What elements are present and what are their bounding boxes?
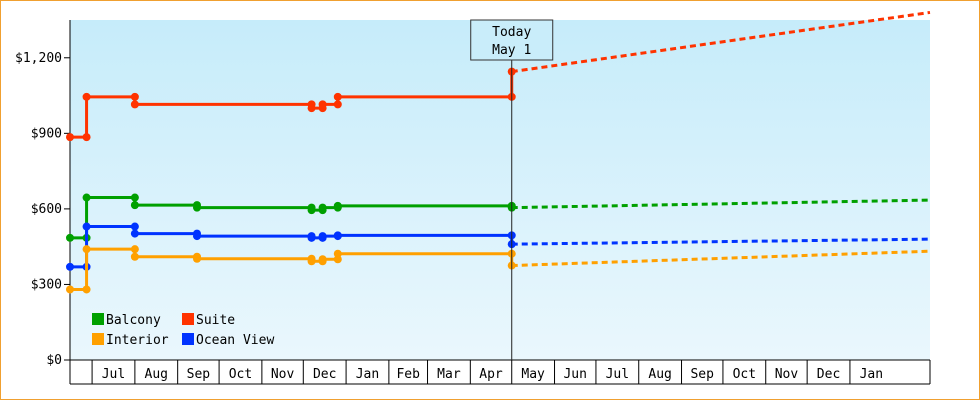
x-tick-label: Oct (229, 367, 252, 382)
today-marker: Today May 1 (470, 19, 554, 360)
series-interior-point (307, 257, 316, 266)
x-tick-label: Nov (271, 367, 295, 382)
series-ocean-view-point (130, 222, 139, 231)
series-suite-point (333, 92, 342, 101)
x-tick-label: Apr (479, 367, 503, 382)
x-tick-label: Mar (437, 367, 461, 382)
series-interior-point (130, 252, 139, 261)
legend: Balcony Suite Interior Ocean View (92, 313, 274, 348)
x-tick-label: Jun (563, 367, 586, 382)
x-tick-label: Aug (145, 367, 168, 382)
series-balcony-point (130, 201, 139, 210)
x-tick-label: Dec (313, 367, 336, 382)
series-suite-point (333, 100, 342, 109)
y-tick-label: $300 (31, 277, 62, 292)
x-tick-label: Jan (860, 367, 883, 382)
series-suite-point (82, 92, 91, 101)
series-balcony-point (333, 201, 342, 210)
series-ocean-view-point (307, 233, 316, 242)
series-suite-point (318, 100, 327, 109)
series-balcony-point (318, 203, 327, 212)
series-interior-point (82, 245, 91, 254)
legend-label-interior: Interior (106, 333, 169, 348)
series-interior-point (130, 245, 139, 254)
series-suite-point (66, 133, 74, 142)
axes: $0 $300 $600 $900 $1,200 Jul Aug Sep Oct Nov Dec Ja… (15, 20, 931, 385)
legend-label-suite: Suite (196, 313, 235, 328)
series-interior-point (333, 255, 342, 264)
series-interior-point (318, 255, 327, 264)
x-tick-label: Dec (817, 367, 840, 382)
y-tick-label: $900 (31, 126, 62, 141)
legend-swatch-ocean-view (182, 333, 194, 345)
x-tick-label: May (521, 367, 545, 382)
series-balcony-point (307, 206, 316, 215)
legend-swatch-interior (92, 333, 104, 345)
legend-label-ocean-view: Ocean View (196, 333, 274, 348)
x-tick-label: Sep (187, 367, 211, 382)
series-suite-point (82, 133, 91, 142)
series-interior-point (66, 285, 74, 294)
y-tick-label: $1,200 (15, 51, 62, 66)
series-suite-point (130, 92, 139, 101)
today-date: May 1 (492, 43, 531, 58)
today-label: Today (492, 25, 531, 40)
x-tick-label: Jul (606, 367, 629, 382)
series-suite-forecast (511, 10, 931, 74)
series-ocean-view-point (192, 232, 201, 241)
x-tick-label: Feb (396, 367, 420, 382)
x-tick-label: Jan (356, 367, 379, 382)
series-balcony-point (130, 193, 139, 202)
y-tick-label: $600 (31, 202, 62, 217)
x-tick-label: Jul (102, 367, 125, 382)
series-interior-point (192, 254, 201, 263)
x-tick-label: Aug (648, 367, 671, 382)
series-ocean-view-point (66, 262, 74, 271)
today-box (470, 19, 554, 61)
series-suite-point (307, 104, 316, 113)
series-balcony-point (66, 233, 74, 242)
legend-swatch-suite (182, 313, 194, 325)
x-tick-label: Nov (775, 367, 799, 382)
series-interior-point (82, 285, 91, 294)
series-ocean-view-point (333, 231, 342, 240)
series-layer (66, 10, 931, 294)
series-ocean-view-point (130, 229, 139, 238)
series-ocean-view-point (318, 232, 327, 241)
series-balcony-point (82, 193, 91, 202)
y-tick-label: $0 (46, 353, 62, 368)
x-tick-label: Sep (690, 367, 714, 382)
x-tick-label: Oct (733, 367, 756, 382)
series-suite-point (130, 100, 139, 109)
legend-swatch-balcony (92, 313, 104, 325)
series-ocean-view-point (82, 222, 91, 231)
legend-label-balcony: Balcony (106, 313, 161, 328)
plot-area (70, 20, 930, 360)
series-interior-point (333, 249, 342, 258)
series-balcony-point (192, 203, 201, 212)
